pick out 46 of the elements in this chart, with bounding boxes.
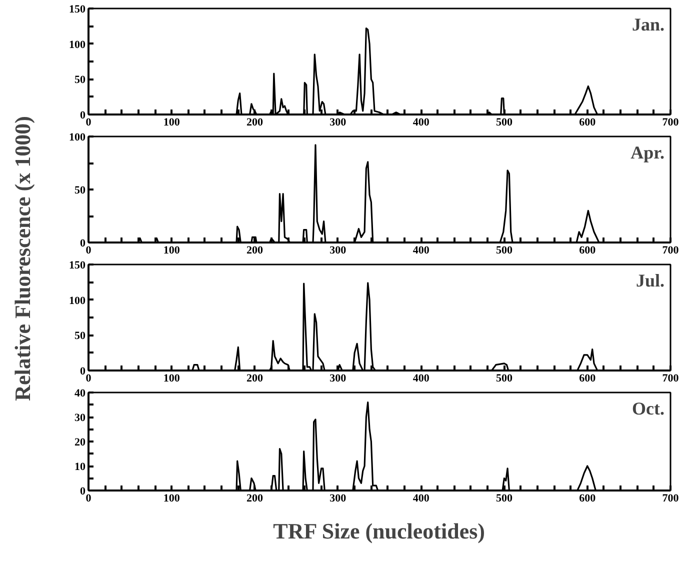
x-tick-label: 500	[496, 492, 513, 504]
x-tick-label: 600	[579, 492, 596, 504]
chart-title: Jul.	[636, 270, 665, 290]
chart-title: Jan.	[632, 14, 665, 34]
x-tick-label: 300	[330, 372, 347, 384]
y-tick-label: 100	[69, 132, 86, 144]
x-tick-label: 100	[163, 244, 180, 256]
x-tick-label: 100	[163, 372, 180, 384]
y-axis-title: Relative Fluorescence (x 1000)	[10, 116, 35, 401]
x-tick-label: 500	[496, 116, 513, 128]
x-tick-label: 300	[330, 116, 347, 128]
y-tick-label: 30	[74, 412, 86, 424]
x-tick-label: 300	[330, 492, 347, 504]
x-tick-label: 100	[163, 116, 180, 128]
y-tick-label: 50	[74, 184, 86, 196]
x-tick-label: 700	[662, 116, 680, 128]
x-tick-label: 500	[496, 372, 513, 384]
chart-title: Oct.	[632, 398, 664, 418]
x-tick-label: 200	[246, 244, 264, 256]
x-tick-label: 200	[246, 116, 264, 128]
chart-title: Apr.	[630, 142, 665, 162]
y-tick-label: 20	[74, 436, 86, 448]
y-tick-label: 50	[74, 330, 86, 342]
x-tick-label: 600	[579, 116, 596, 128]
x-tick-label: 600	[579, 372, 596, 384]
y-tick-label: 10	[74, 461, 86, 473]
y-tick-label: 40	[74, 388, 86, 400]
x-tick-label: 200	[246, 372, 264, 384]
x-tick-label: 500	[496, 244, 513, 256]
x-tick-label: 400	[412, 372, 430, 384]
x-tick-label: 300	[330, 244, 347, 256]
x-tick-label: 400	[412, 244, 430, 256]
y-tick-label: 150	[69, 4, 86, 16]
y-tick-label: 150	[69, 260, 86, 272]
x-tick-label: 700	[662, 372, 680, 384]
x-tick-label: 600	[579, 244, 596, 256]
y-tick-label: 50	[74, 74, 86, 86]
x-tick-label: 400	[412, 116, 430, 128]
x-tick-label: 200	[246, 492, 264, 504]
y-tick-label: 100	[69, 294, 86, 307]
x-axis-title: TRF Size (nucleotides)	[273, 518, 486, 544]
x-tick-label: 700	[662, 244, 680, 256]
x-tick-label: 400	[412, 492, 430, 504]
y-tick-label: 100	[69, 38, 86, 51]
x-tick-label: 700	[662, 492, 680, 504]
x-tick-label: 100	[163, 492, 180, 504]
